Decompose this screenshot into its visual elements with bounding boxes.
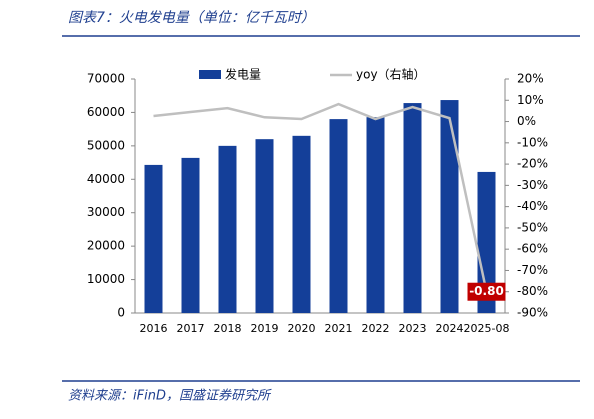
chart-title: 图表7：火电发电量（单位：亿千瓦时） xyxy=(68,10,315,26)
bar xyxy=(366,117,385,313)
bar xyxy=(403,103,422,313)
bar xyxy=(292,135,311,313)
y2-tick-label: -10% xyxy=(517,135,548,149)
x-tick-label: 2018 xyxy=(214,322,242,335)
y-tick-label: 0 xyxy=(117,306,125,320)
y2-tick-label: -50% xyxy=(517,220,548,234)
value-label: -0.80 xyxy=(469,284,504,298)
line xyxy=(153,102,488,292)
y2-tick-label: -30% xyxy=(517,178,548,192)
y-tick-label: 20000 xyxy=(87,239,125,253)
bar xyxy=(144,164,163,313)
y2-tick-label: 20% xyxy=(517,72,544,86)
bar xyxy=(255,139,274,313)
bar xyxy=(440,100,459,313)
source: 资料来源：iFinD，国盛证券研究所 xyxy=(68,388,272,404)
y-tick-label: 10000 xyxy=(87,272,125,286)
legend-swatch xyxy=(199,70,221,79)
y2-tick-label: 0% xyxy=(517,114,536,128)
x-tick-label: 2023 xyxy=(399,322,427,335)
legend-label: yoy（右轴） xyxy=(356,67,426,82)
y-tick-label: 30000 xyxy=(87,205,125,219)
y2-tick-label: -60% xyxy=(517,242,548,256)
bar xyxy=(181,157,200,313)
y2-tick-label: -70% xyxy=(517,263,548,277)
bar xyxy=(218,145,237,313)
x-tick-label: 2024 xyxy=(436,322,464,335)
x-tick-label: 2021 xyxy=(325,322,353,335)
y-tick-label: 70000 xyxy=(87,72,125,86)
y2-tick-label: -90% xyxy=(517,306,548,320)
y2-tick-label: -40% xyxy=(517,199,548,213)
y-tick-label: 40000 xyxy=(87,172,125,186)
x-tick-label: 2019 xyxy=(251,322,279,335)
bar xyxy=(329,119,348,313)
x-tick-label: 2020 xyxy=(288,322,316,335)
y2-tick-label: 10% xyxy=(517,93,544,107)
bar xyxy=(477,171,496,313)
legend-label: 发电量 xyxy=(225,67,261,82)
y2-tick-label: -20% xyxy=(517,157,548,171)
value-label-box xyxy=(467,282,506,301)
y-tick-label: 60000 xyxy=(87,105,125,119)
x-tick-label: 2016 xyxy=(140,322,168,335)
y-tick-label: 50000 xyxy=(87,138,125,152)
x-tick-label: 2025-08 xyxy=(464,322,510,335)
y2-tick-label: -80% xyxy=(517,284,548,298)
x-tick-label: 2022 xyxy=(362,322,390,335)
x-tick-label: 2017 xyxy=(177,322,205,335)
